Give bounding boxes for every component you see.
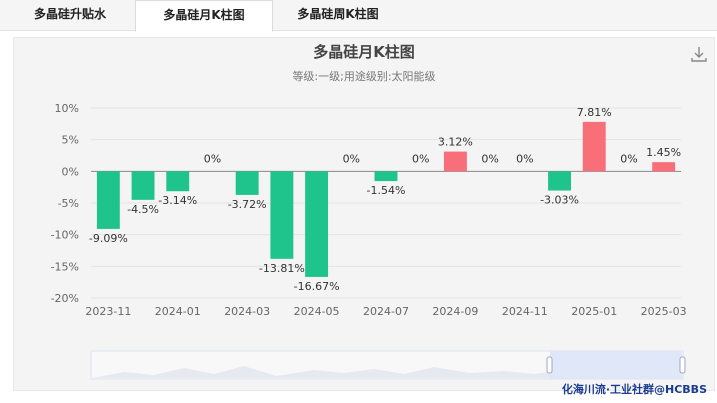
zoom-slider[interactable] — [90, 350, 686, 380]
bar-value-label: -3.03% — [540, 194, 579, 207]
bar[interactable] — [131, 171, 155, 200]
y-tick-label: 0% — [62, 165, 79, 178]
chart-panel: 多晶硅月K柱图 等级:一级;用途级别:太阳能级 10% 5% 0% -5% -10% -1… — [13, 37, 715, 391]
bar[interactable] — [305, 171, 329, 277]
y-tick-label: -15% — [51, 260, 79, 273]
x-tick-label: 2024-05 — [294, 305, 340, 318]
bar[interactable] — [166, 171, 190, 192]
x-tick-label: 2024-03 — [224, 305, 270, 318]
x-tick-label: 2024-07 — [363, 305, 409, 318]
bar-value-label: -16.67% — [294, 280, 340, 293]
bar[interactable] — [443, 151, 467, 172]
bar-value-label: 0% — [412, 152, 429, 165]
bar-value-label: 0% — [516, 152, 533, 165]
x-tick-label: 2025-01 — [571, 305, 617, 318]
bar-value-label: -9.09% — [89, 232, 128, 245]
tab-monthly-k-bar[interactable]: 多晶硅月K柱图 — [135, 0, 273, 32]
y-tick-label: -10% — [51, 229, 79, 242]
bar[interactable] — [235, 171, 259, 195]
y-tick-label: -5% — [58, 197, 79, 210]
zoom-handle-left[interactable] — [546, 356, 553, 374]
bar-value-label: 0% — [481, 152, 498, 165]
bar-value-label: 1.45% — [646, 146, 681, 159]
bar-value-label: 3.12% — [438, 136, 473, 149]
bar[interactable] — [270, 171, 294, 259]
bar[interactable] — [96, 171, 120, 229]
bar[interactable] — [374, 171, 398, 182]
bar-value-label: -3.14% — [158, 194, 197, 207]
bar-value-label: -3.72% — [228, 198, 267, 211]
bar-value-label: 0% — [620, 152, 637, 165]
bar[interactable] — [548, 171, 571, 191]
zoom-handle-right[interactable] — [679, 356, 686, 374]
y-tick-label: -20% — [51, 292, 79, 305]
download-icon[interactable] — [691, 47, 707, 62]
bar[interactable] — [582, 121, 606, 172]
x-tick-label: 2024-01 — [155, 305, 201, 318]
watermark: 化海川流·工业社群@HCBBS — [561, 383, 707, 396]
bar-value-label: 0% — [343, 152, 360, 165]
tab-premium-discount[interactable]: 多晶硅升贴水 — [33, 7, 106, 21]
bar-chart: 多晶硅月K柱图 等级:一级;用途级别:太阳能级 10% 5% 0% -5% -10% -1… — [51, 43, 707, 380]
y-tick-label: 10% — [55, 102, 79, 115]
zoom-selected-range[interactable] — [550, 351, 682, 379]
x-tick-label: 2025-03 — [641, 305, 687, 318]
chart-subtitle: 等级:一级;用途级别:太阳能级 — [292, 69, 435, 83]
bar-value-label: -4.5% — [127, 203, 159, 216]
chart-title: 多晶硅月K柱图 — [313, 43, 415, 61]
bar-value-label: -13.81% — [259, 262, 305, 275]
x-tick-label: 2024-11 — [502, 305, 548, 318]
tab-weekly-k-bar[interactable]: 多晶硅周K柱图 — [297, 7, 379, 21]
bar-value-label: -1.54% — [367, 184, 406, 197]
bar-value-label: 0% — [204, 152, 221, 165]
y-tick-label: 5% — [62, 134, 79, 147]
x-tick-label: 2023-11 — [85, 305, 131, 318]
bar-value-label: 7.81% — [577, 106, 612, 119]
x-tick-label: 2024-09 — [432, 305, 478, 318]
bar[interactable] — [652, 162, 676, 172]
tab-bar: 多晶硅升贴水 多晶硅月K柱图 多晶硅周K柱图 — [0, 0, 717, 32]
